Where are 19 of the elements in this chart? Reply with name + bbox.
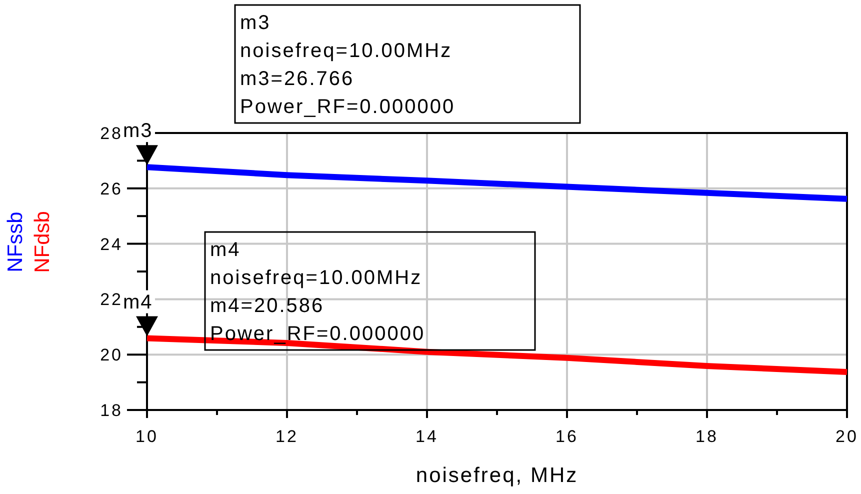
y-tick-label: 20	[100, 346, 123, 365]
y-tick-label: 22	[100, 290, 123, 310]
x-tick-label: 18	[696, 427, 718, 446]
x-tick-label: 12	[276, 427, 298, 446]
y-tick-label: 18	[100, 401, 123, 420]
y-tick-label: 28	[100, 124, 123, 143]
x-tick-label: 16	[556, 427, 578, 446]
annotation: m4	[123, 291, 153, 314]
y-tick-label: 24	[100, 234, 123, 254]
y-tick-label: 26	[100, 179, 123, 198]
x-tick-label: 14	[416, 427, 438, 446]
text: NFdsb	[31, 211, 54, 273]
x-tick-label: 20	[836, 427, 858, 446]
annotation: m3	[123, 120, 153, 142]
text: m3 noisefreq=10.00MHz m3=26.766 Power_RF=0.000000	[240, 12, 456, 118]
x-tick-label: 10	[136, 427, 158, 446]
annotation: m4 noisefreq=10.00MHz m4=20.586 Power_RF=0.000000	[210, 239, 426, 345]
text: NFssb	[4, 212, 27, 272]
x-axis-title: noisefreq, MHz	[416, 464, 578, 487]
